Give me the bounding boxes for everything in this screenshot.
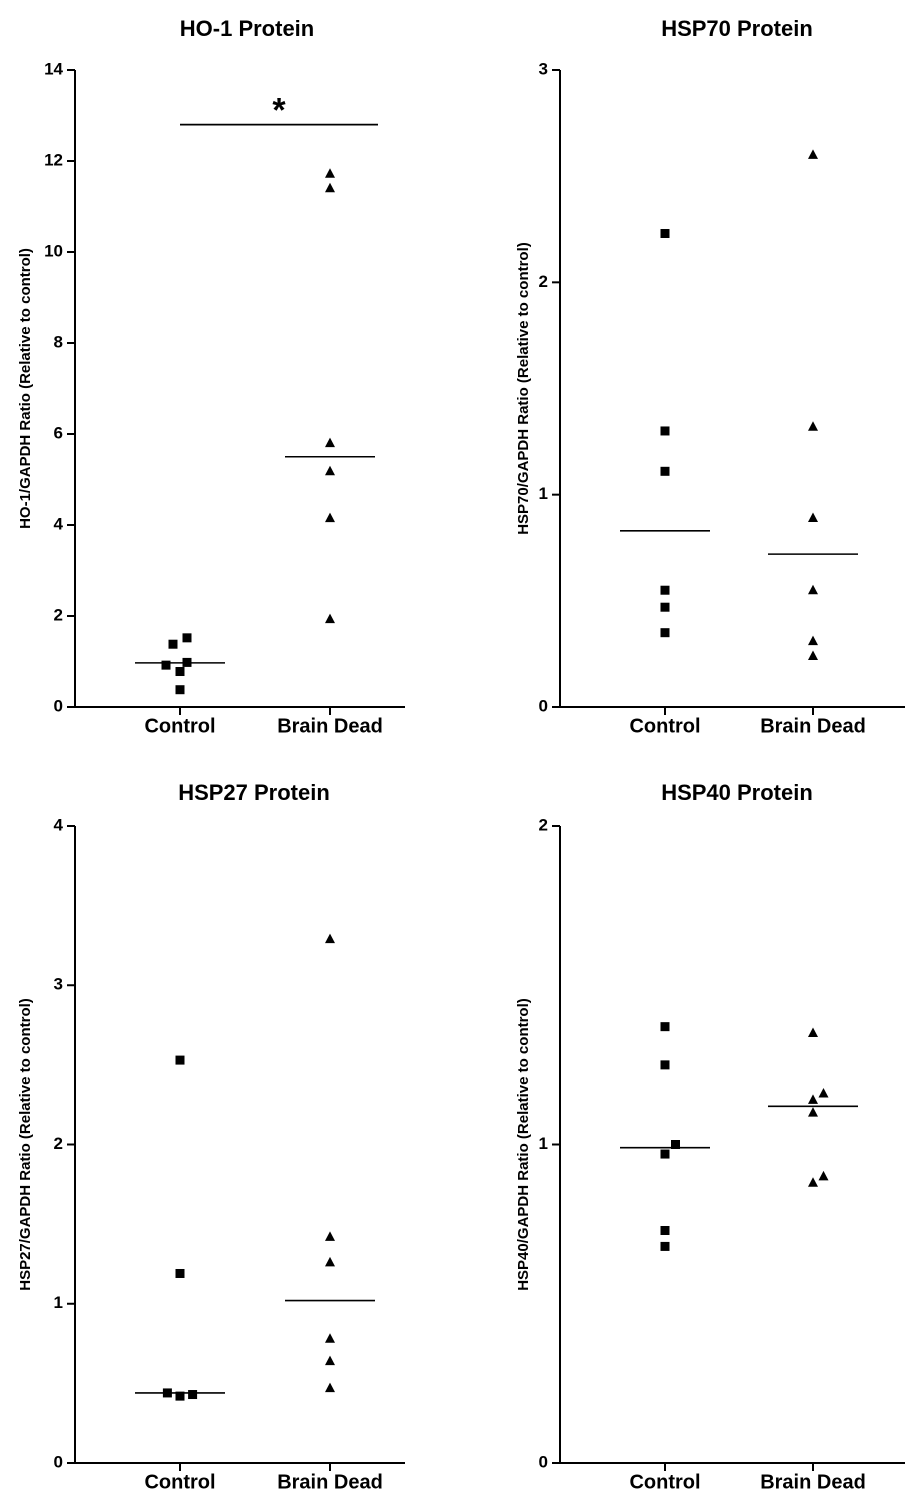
y-axis-label: HO-1/GAPDH Ratio (Relative to control) bbox=[17, 248, 34, 529]
data-point-square bbox=[182, 633, 192, 643]
x-tick-label: Control bbox=[144, 1471, 215, 1493]
chart-title: HO-1 Protein bbox=[180, 16, 314, 41]
data-point-square bbox=[161, 660, 171, 670]
x-tick-label: Brain Dead bbox=[277, 715, 383, 737]
chart-panel-3: HSP27 Protein HSP27/GAPDH Ratio (Relative… bbox=[17, 780, 405, 1493]
significance-star: * bbox=[272, 92, 286, 130]
chart-panel-4: HSP40 Protein HSP40/GAPDH Ratio (Relative… bbox=[515, 780, 905, 1493]
chart-title: HSP27 Protein bbox=[178, 780, 330, 805]
data-point-triangle bbox=[325, 437, 335, 448]
data-point-triangle bbox=[325, 1231, 335, 1241]
data-point-triangle bbox=[325, 168, 335, 178]
data-point-square bbox=[660, 602, 670, 612]
y-tick-label: 8 bbox=[54, 332, 63, 351]
data-point-triangle bbox=[325, 1355, 335, 1366]
data-point-square bbox=[175, 685, 185, 695]
x-tick-label: Brain Dead bbox=[760, 715, 866, 737]
y-tick-label: 1 bbox=[539, 1134, 548, 1153]
data-point-triangle bbox=[808, 149, 818, 159]
chart-panel-2: HSP70 Protein HSP70/GAPDH Ratio (Relative… bbox=[515, 16, 905, 737]
chart-title: HSP40 Protein bbox=[661, 780, 813, 805]
data-point-triangle bbox=[808, 1177, 818, 1187]
data-point-square bbox=[660, 466, 670, 476]
data-point-square bbox=[168, 639, 178, 649]
x-tick-label: Brain Dead bbox=[760, 1471, 866, 1493]
y-axis-label: HSP70/GAPDH Ratio (Relative to control) bbox=[515, 242, 532, 535]
data-point-triangle bbox=[325, 512, 335, 523]
data-point-triangle bbox=[325, 1333, 335, 1343]
data-point-square bbox=[175, 667, 185, 677]
data-point-triangle bbox=[808, 584, 818, 595]
y-tick-label: 6 bbox=[54, 423, 63, 442]
y-tick-label: 2 bbox=[539, 815, 548, 834]
data-point-triangle bbox=[808, 635, 818, 646]
data-point-square bbox=[660, 1022, 670, 1032]
data-point-square bbox=[660, 1149, 670, 1159]
data-point-triangle bbox=[818, 1088, 829, 1098]
data-point-triangle bbox=[808, 1027, 818, 1038]
chart-panel-1: HO-1 Protein HO-1/GAPDH Ratio (Relative t… bbox=[17, 16, 405, 737]
data-point-triangle bbox=[808, 512, 818, 523]
y-tick-label: 0 bbox=[54, 696, 63, 715]
x-tick-label: Control bbox=[629, 715, 700, 737]
y-tick-label: 0 bbox=[54, 1452, 63, 1471]
y-tick-label: 4 bbox=[54, 815, 64, 834]
data-point-triangle bbox=[325, 1382, 335, 1393]
data-point-square bbox=[175, 1391, 185, 1401]
data-point-triangle bbox=[808, 1094, 818, 1104]
y-tick-label: 0 bbox=[539, 1452, 548, 1471]
data-point-triangle bbox=[808, 421, 818, 431]
y-tick-label: 12 bbox=[44, 150, 63, 169]
data-point-square bbox=[188, 1390, 198, 1400]
data-point-square bbox=[660, 628, 670, 638]
y-tick-label: 4 bbox=[54, 514, 64, 533]
y-tick-label: 10 bbox=[44, 241, 63, 260]
data-point-triangle bbox=[325, 613, 335, 624]
data-point-square bbox=[660, 1241, 670, 1251]
y-axis-label: HSP27/GAPDH Ratio (Relative to control) bbox=[17, 998, 34, 1291]
data-point-triangle bbox=[808, 650, 818, 661]
y-tick-label: 1 bbox=[54, 1293, 63, 1312]
data-point-triangle bbox=[325, 465, 335, 476]
y-tick-label: 3 bbox=[539, 59, 548, 78]
x-tick-label: Control bbox=[144, 715, 215, 737]
data-point-triangle bbox=[325, 933, 335, 944]
y-tick-label: 2 bbox=[54, 605, 63, 624]
y-tick-label: 2 bbox=[539, 272, 548, 291]
y-tick-label: 0 bbox=[539, 696, 548, 715]
chart-title: HSP70 Protein bbox=[661, 16, 813, 41]
y-axis-label: HSP40/GAPDH Ratio (Relative to control) bbox=[515, 998, 532, 1291]
y-tick-label: 3 bbox=[54, 975, 63, 994]
data-point-triangle bbox=[325, 182, 335, 193]
data-point-square bbox=[671, 1140, 680, 1149]
data-point-square bbox=[660, 228, 670, 238]
y-tick-label: 1 bbox=[539, 484, 548, 503]
data-point-square bbox=[660, 585, 670, 595]
x-tick-label: Control bbox=[629, 1471, 700, 1493]
data-point-square bbox=[175, 1268, 185, 1278]
data-point-triangle bbox=[818, 1170, 829, 1181]
data-point-square bbox=[175, 1055, 185, 1065]
data-point-square bbox=[660, 1060, 670, 1070]
data-point-square bbox=[660, 426, 670, 436]
data-point-triangle bbox=[808, 1107, 818, 1117]
data-point-square bbox=[660, 1225, 670, 1235]
x-tick-label: Brain Dead bbox=[277, 1471, 383, 1493]
y-tick-label: 14 bbox=[44, 59, 63, 78]
y-tick-label: 2 bbox=[54, 1134, 63, 1153]
data-point-triangle bbox=[325, 1256, 335, 1267]
